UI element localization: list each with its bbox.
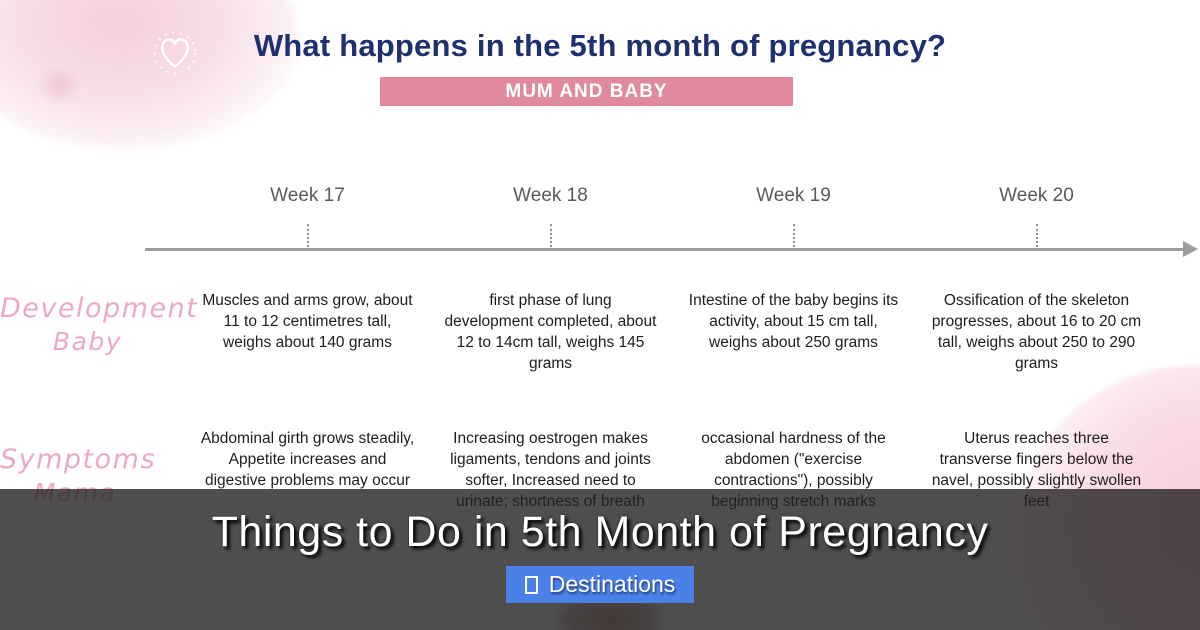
destinations-button-label: Destinations <box>548 571 676 597</box>
week-17-label: Week 17 <box>270 185 345 206</box>
bottom-overlay: Things to Do in 5th Month of Pregnancy D… <box>0 489 1200 630</box>
development-cell-week18: first phase of lung development complete… <box>444 292 657 372</box>
week-19-label: Week 19 <box>756 185 831 206</box>
timeline-axis <box>145 248 1185 251</box>
baby-label: Baby <box>52 327 123 356</box>
missing-glyph-box-icon <box>524 575 538 594</box>
overlay-heading: Things to Do in 5th Month of Pregnancy <box>211 508 989 556</box>
development-label: Development <box>0 293 199 324</box>
development-baby-row-label: Development Baby <box>0 292 199 358</box>
banner-label: MUM AND BABY <box>505 80 668 102</box>
dotted-tick-icon <box>792 224 795 247</box>
weeks-row: Week 17 Week 18 Week 19 Week 20 <box>186 185 1158 207</box>
development-cell-week17: Muscles and arms grow, about 11 to 12 ce… <box>202 292 413 351</box>
development-cell-week19: Intestine of the baby begins its activit… <box>688 292 899 351</box>
page-title: What happens in the 5th month of pregnan… <box>253 28 947 63</box>
watercolor-spot <box>38 66 80 104</box>
development-row: Muscles and arms grow, about 11 to 12 ce… <box>186 290 1158 374</box>
week-18-label: Week 18 <box>513 185 588 206</box>
dotted-tick-icon <box>549 224 552 247</box>
symptoms-label: Symptoms <box>0 444 157 475</box>
development-cell-week20: Ossification of the skeleton progresses,… <box>931 292 1142 372</box>
timeline-arrowhead-icon <box>1183 241 1198 257</box>
week-20-label: Week 20 <box>999 185 1074 206</box>
timeline-tick-dots <box>186 224 1158 248</box>
banner: MUM AND BABY <box>380 77 793 106</box>
destinations-button[interactable]: Destinations <box>505 566 695 603</box>
symptoms-cell-week17: Abdominal girth grows steadily, Appetite… <box>200 430 415 489</box>
dotted-tick-icon <box>306 224 309 247</box>
dotted-tick-icon <box>1035 224 1038 247</box>
